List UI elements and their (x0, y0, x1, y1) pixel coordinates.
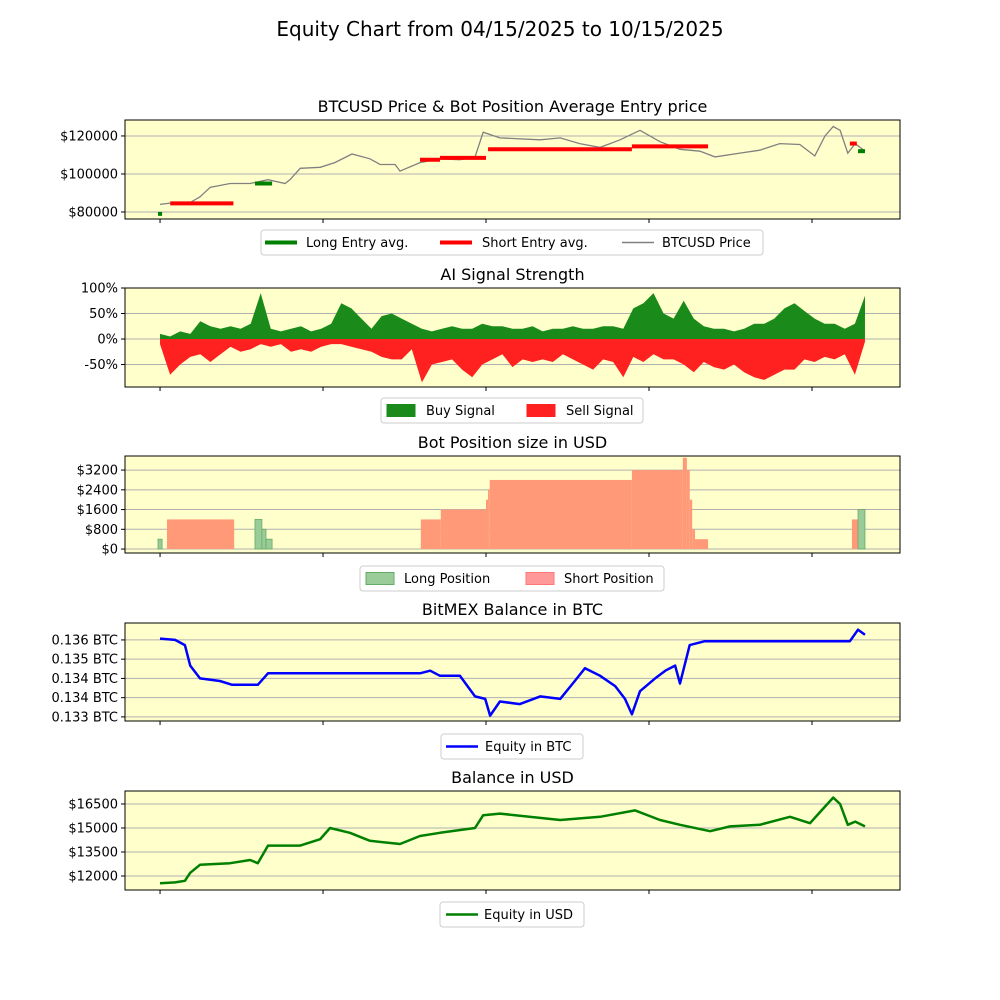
legend-label: Sell Signal (566, 404, 634, 419)
long-position-bar (265, 538, 273, 550)
equity-btc-line (159, 628, 866, 717)
btcusd-price-line (159, 125, 866, 206)
plot-area (125, 623, 900, 721)
y-tick-label: 50% (89, 307, 118, 322)
subplot-title: BTCUSD Price & Bot Position Average Entr… (318, 97, 708, 116)
y-tick-label: $80000 (68, 205, 118, 220)
legend-swatch (525, 572, 555, 585)
long-position-bar (254, 519, 263, 550)
legend-label: Buy Signal (426, 404, 495, 419)
plot-area (125, 120, 900, 219)
subplot-0: BTCUSD Price & Bot Position Average Entr… (60, 97, 901, 256)
legend: Equity in USD (439, 901, 585, 928)
sell-signal-area (160, 339, 865, 383)
subplot-2: Bot Position size in USD $0 $800 $1600 $2400… (77, 433, 901, 592)
legend-label: Long Position (404, 572, 490, 587)
short-position-bar (488, 489, 490, 550)
y-tick-label: $100000 (60, 167, 118, 182)
legend-label: Short Entry avg. (482, 236, 588, 251)
legend-label: Equity in USD (484, 908, 573, 923)
y-tick-label: $13500 (68, 845, 118, 860)
y-tick-label: 0.134 BTC (51, 691, 118, 706)
short-position-bar (682, 457, 687, 550)
plot-frame (124, 455, 901, 554)
figure-title: Equity Chart from 04/15/2025 to 10/15/20… (276, 17, 723, 41)
y-tick-label: 0.135 BTC (51, 653, 118, 668)
legend-swatch (526, 404, 556, 417)
subplot-title: Bot Position size in USD (418, 433, 607, 452)
legend-box (380, 397, 644, 424)
y-tick-label: $0 (101, 543, 118, 558)
legend-label: BTCUSD Price (662, 236, 751, 251)
subplot-title: BitMEX Balance in BTC (422, 600, 603, 619)
y-tick-label: $2400 (77, 483, 118, 498)
subplot-title: Balance in USD (451, 768, 574, 787)
y-tick-label: 0.134 BTC (51, 672, 118, 687)
legend-label: Equity in BTC (485, 740, 571, 755)
subplot-4: Balance in USD $12000 $13500 $15000 $16500 Eq… (68, 768, 901, 928)
y-tick-label: 0.136 BTC (51, 633, 118, 648)
y-tick-label: 0.133 BTC (51, 710, 118, 725)
plot-area (125, 791, 900, 890)
plot-frame (124, 287, 901, 388)
short-position-bar (692, 529, 696, 550)
subplot-1: AI Signal Strength -50% 0% 50% 100% Buy Signa… (81, 265, 901, 424)
subplot-title: AI Signal Strength (440, 265, 584, 284)
y-tick-label: $3200 (77, 464, 118, 479)
short-position-bar (420, 519, 441, 550)
legend-label: Short Position (564, 572, 654, 587)
legend: Buy Signal Sell Signal (380, 397, 644, 424)
y-tick-label: $1600 (77, 503, 118, 518)
buy-signal-area (160, 293, 865, 340)
short-position-bar (631, 470, 683, 550)
long-position-bar (857, 509, 866, 550)
y-tick-label: $16500 (68, 797, 118, 812)
long-position-bar (157, 538, 163, 550)
plot-frame (124, 622, 901, 722)
short-position-bar (851, 519, 859, 550)
y-tick-label: 0% (97, 333, 118, 348)
legend: Long Entry avg. Short Entry avg. BTCUSD Pr… (260, 229, 764, 256)
legend-swatch (365, 572, 395, 585)
short-position-bar (689, 499, 693, 550)
plot-frame (124, 790, 901, 891)
legend-box (260, 229, 764, 256)
equity-usd-line (159, 796, 866, 885)
short-position-bar (166, 519, 235, 550)
plot-frame (124, 119, 901, 220)
legend: Long Position Short Position (359, 565, 665, 592)
legend-box (439, 901, 585, 928)
y-tick-label: -50% (84, 358, 118, 373)
subplot-3: BitMEX Balance in BTC 0.133 BTC 0.134 BTC 0… (51, 600, 901, 760)
y-tick-label: $800 (85, 523, 118, 538)
legend: Equity in BTC (440, 733, 584, 760)
short-position-bar (486, 499, 489, 550)
short-position-bar (489, 479, 632, 550)
legend-label: Long Entry avg. (306, 236, 408, 251)
long-position-bar (261, 528, 267, 550)
y-tick-label: $120000 (60, 129, 118, 144)
legend-swatch (386, 404, 416, 417)
short-position-bar (695, 539, 709, 550)
y-tick-label: $15000 (68, 821, 118, 836)
legend-box (359, 565, 665, 592)
y-tick-label: 100% (81, 282, 118, 297)
short-position-bar (440, 509, 487, 550)
legend-box (440, 733, 584, 760)
short-position-bar (686, 470, 690, 550)
y-tick-label: $12000 (68, 869, 118, 884)
